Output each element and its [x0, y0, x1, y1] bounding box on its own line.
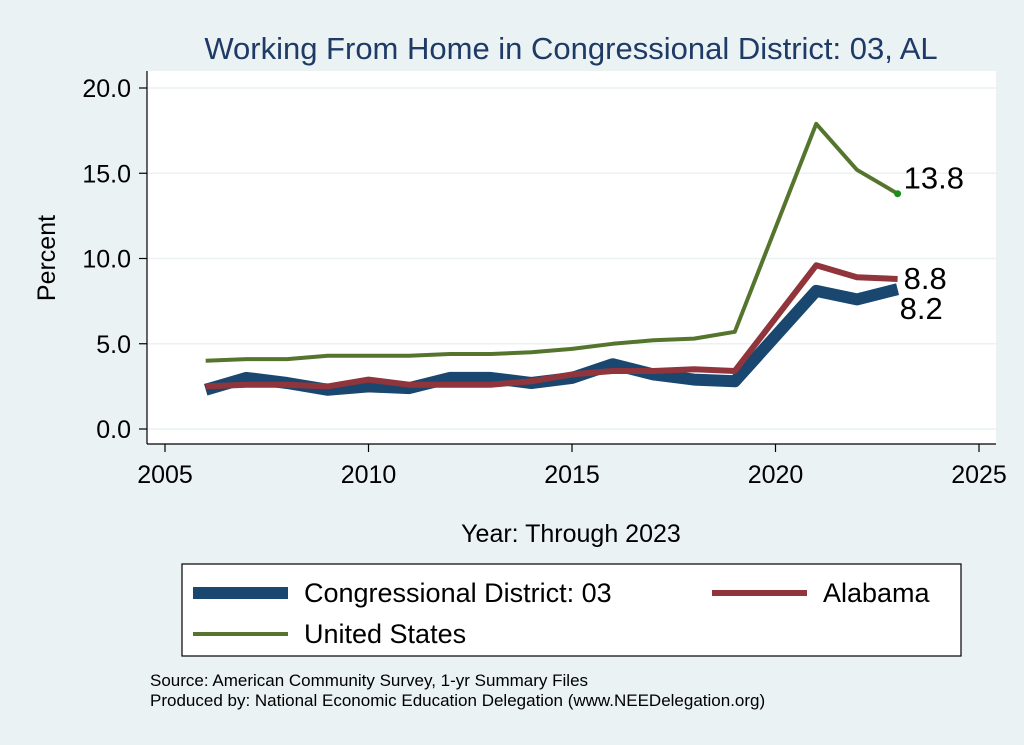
y-axis-title: Percent: [33, 215, 61, 301]
x-tick-label: 2005: [137, 461, 193, 489]
source-line: Source: American Community Survey, 1-yr …: [150, 671, 588, 690]
x-axis-title: Year: Through 2023: [461, 520, 681, 548]
legend-label-united-states: United States: [304, 619, 466, 649]
legend-box: [181, 563, 962, 657]
end-label-alabama: 8.8: [904, 261, 947, 296]
legend-label-district: Congressional District: 03: [304, 578, 612, 608]
end-label-united-states: 13.8: [904, 161, 964, 196]
series-layer: [204, 121, 900, 396]
end-labels: 8.28.8 13.8: [894, 161, 964, 326]
series-line-united-states: [205, 121, 899, 363]
x-tick-label: 2010: [341, 461, 397, 489]
produced-by-line: Produced by: National Economic Education…: [150, 691, 765, 710]
plot-area: [147, 71, 996, 444]
chart-title: Working From Home in Congressional Distr…: [204, 31, 937, 66]
x-tick-label: 2025: [951, 461, 1007, 489]
end-label-district: 8.2: [900, 291, 943, 326]
end-marker-united-states: [894, 190, 902, 198]
y-ticks: 0.0 5.0 10.0 15.0 20.0: [82, 75, 147, 444]
legend: Congressional District: 03 Alabama Unite…: [181, 563, 962, 657]
x-tick-label: 2020: [748, 461, 804, 489]
y-tick-label: 5.0: [96, 331, 131, 359]
y-tick-label: 10.0: [82, 246, 131, 274]
series-line-alabama: [205, 262, 898, 390]
y-tick-label: 15.0: [82, 160, 131, 188]
x-ticks: 2005 2010 2015 2020 2025: [137, 444, 1007, 489]
y-tick-label: 20.0: [82, 75, 131, 103]
grid: [147, 87, 996, 430]
y-tick-label: 0.0: [96, 416, 131, 444]
x-tick-label: 2015: [544, 461, 600, 489]
legend-label-alabama: Alabama: [823, 578, 931, 608]
